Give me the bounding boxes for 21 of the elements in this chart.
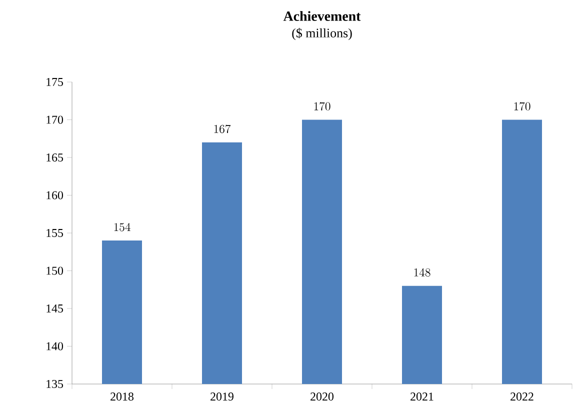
data-label: 148: [414, 268, 430, 277]
y-tick-label: 165: [46, 153, 64, 162]
data-label: 170: [314, 102, 330, 110]
y-tick-label: 135: [46, 380, 64, 388]
data-label: 167: [214, 124, 231, 134]
data-label: 170: [514, 102, 530, 110]
y-tick-label: 175: [46, 78, 64, 86]
x-tick-label: 2022: [510, 392, 534, 401]
y-tick-label: 160: [46, 191, 64, 200]
y-tick-label: 150: [46, 266, 64, 275]
x-tick-label: 2020: [310, 392, 334, 401]
x-tick-label: 2019: [210, 392, 234, 401]
x-tick-label: 2021: [410, 392, 434, 401]
y-tick-label: 140: [46, 342, 64, 350]
y-tick-label: 170: [46, 116, 64, 124]
y-tick-label: 145: [46, 304, 64, 312]
y-tick-label: 155: [46, 228, 64, 237]
x-tick-label: 2018: [110, 392, 134, 401]
data-label: 154: [114, 222, 130, 232]
chart-subtitle: ($ millions): [292, 28, 352, 40]
chart-title: Achievement: [283, 11, 361, 21]
